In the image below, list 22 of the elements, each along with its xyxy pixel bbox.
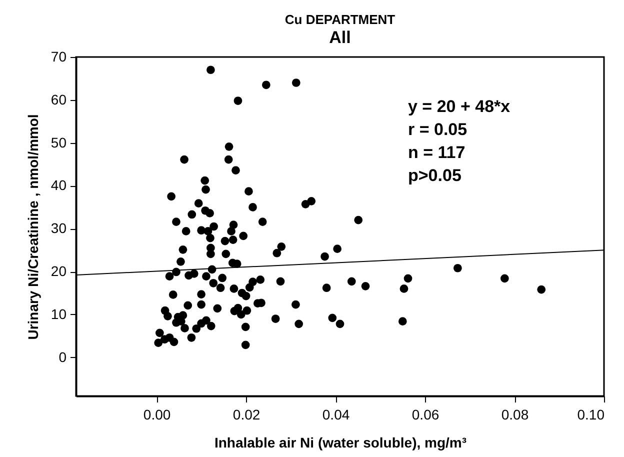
y-tick-label: 40	[50, 177, 67, 194]
annotation: r = 0.05	[408, 120, 468, 139]
y-tick-label: 50	[50, 134, 67, 150]
annotation: y = 20 + 48*x	[408, 97, 511, 116]
x-axis-title: Inhalable air Ni (water soluble), mg/m³	[214, 434, 467, 450]
x-tick-label: 0.04	[322, 406, 350, 422]
y-tick-label: 30	[50, 220, 67, 236]
x-tick-label: 0.00	[143, 406, 171, 422]
x-tick-label: 0.10	[577, 406, 605, 422]
x-tick-label: 0.02	[232, 406, 260, 422]
y-tick-label: 20	[50, 263, 67, 280]
y-tick-label: 10	[50, 306, 67, 322]
y-axis-title: Urinary Ni/Creatinine , nmol/mmol	[24, 114, 41, 340]
x-tick-label: 0.08	[501, 406, 529, 422]
chart-subtitle: All	[329, 28, 351, 47]
annotation: p>0.05	[408, 166, 462, 185]
chart-title: Cu DEPARTMENT	[284, 12, 396, 27]
y-tick-label: 70	[50, 48, 67, 64]
x-tick-label: 0.06	[412, 406, 440, 422]
y-tick-label: 0	[58, 348, 67, 365]
y-tick-label: 60	[50, 91, 67, 108]
annotation: n = 117	[408, 143, 466, 162]
